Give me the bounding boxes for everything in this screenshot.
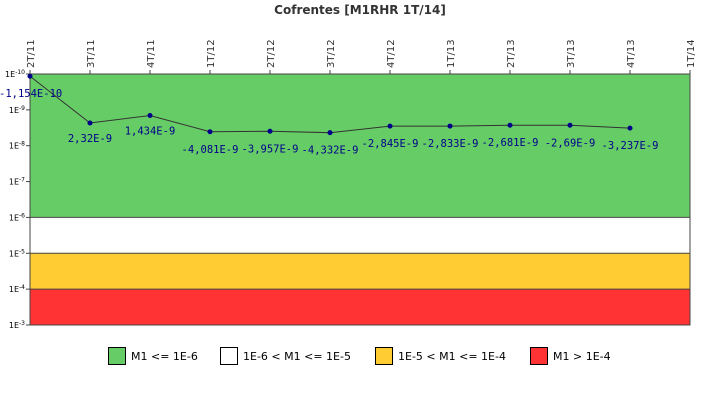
x-tick-label: 3T/12 — [326, 39, 337, 68]
data-point — [627, 125, 633, 131]
data-label: -2,681E-9 — [482, 137, 539, 149]
data-point — [147, 112, 153, 118]
x-tick-label: 1T/14 — [686, 39, 697, 68]
x-tick-label: 4T/12 — [386, 39, 397, 68]
data-point — [507, 122, 513, 128]
y-tick-label: 1E-8 — [9, 141, 25, 151]
data-label: -3,957E-9 — [242, 143, 299, 155]
band-3 — [30, 289, 690, 325]
data-point — [207, 129, 213, 135]
y-tick-label: 1E-4 — [9, 284, 25, 294]
legend-item: M1 > 1E-4 — [530, 345, 611, 367]
data-label: 1,434E-9 — [125, 125, 176, 137]
data-label: -2,845E-9 — [362, 138, 419, 150]
x-tick-label: 3T/11 — [86, 39, 97, 68]
data-label: -2,833E-9 — [422, 138, 479, 150]
y-tick-label: 1E-10 — [5, 69, 25, 79]
data-point — [567, 122, 573, 128]
legend-label: 1E-5 < M1 <= 1E-4 — [398, 349, 506, 363]
legend-item: 1E-5 < M1 <= 1E-4 — [375, 345, 506, 367]
legend-swatch — [375, 347, 393, 365]
x-tick-label: 2T/12 — [266, 39, 277, 68]
data-label: -4,081E-9 — [182, 144, 239, 156]
plot-border — [29, 73, 691, 326]
legend-swatch — [108, 347, 126, 365]
legend-item: M1 <= 1E-6 — [108, 345, 198, 367]
legend-swatch — [530, 347, 548, 365]
data-point — [87, 120, 93, 126]
band-0 — [30, 74, 690, 218]
x-tick-label: 2T/11 — [26, 39, 37, 68]
y-tick-label: 1E-9 — [9, 105, 25, 115]
y-tick-label: 1E-3 — [9, 320, 25, 330]
x-tick-label: 1T/13 — [446, 39, 457, 68]
data-label: -3,237E-9 — [602, 140, 659, 152]
data-point — [267, 128, 273, 134]
data-label: -2,69E-9 — [545, 137, 596, 149]
band-2 — [30, 253, 690, 290]
y-tick-label: 1E-7 — [9, 177, 25, 187]
data-point — [327, 130, 333, 136]
x-tick-label: 1T/12 — [206, 39, 217, 68]
band-1 — [30, 217, 690, 254]
x-tick-label: 4T/13 — [626, 39, 637, 68]
x-tick-label: 2T/13 — [506, 39, 517, 68]
legend-label: 1E-6 < M1 <= 1E-5 — [243, 349, 351, 363]
legend: M1 <= 1E-6 1E-6 < M1 <= 1E-5 1E-5 < M1 <= … — [0, 345, 720, 367]
data-point — [27, 73, 33, 79]
legend-swatch — [220, 347, 238, 365]
y-tick-label: 1E-6 — [9, 212, 25, 222]
data-label: 2,32E-9 — [68, 133, 112, 145]
y-tick-label: 1E-5 — [9, 248, 25, 258]
data-point — [447, 123, 453, 129]
data-point — [387, 123, 393, 129]
chart-title: Cofrentes [M1RHR 1T/14] — [274, 3, 446, 17]
legend-label: M1 > 1E-4 — [553, 349, 611, 363]
x-tick-label: 4T/11 — [146, 39, 157, 68]
data-label: -4,332E-9 — [302, 145, 359, 157]
legend-item: 1E-6 < M1 <= 1E-5 — [220, 345, 351, 367]
legend-label: M1 <= 1E-6 — [131, 349, 198, 363]
x-tick-label: 3T/13 — [566, 39, 577, 68]
data-label: -1,154E-10 — [0, 88, 62, 100]
